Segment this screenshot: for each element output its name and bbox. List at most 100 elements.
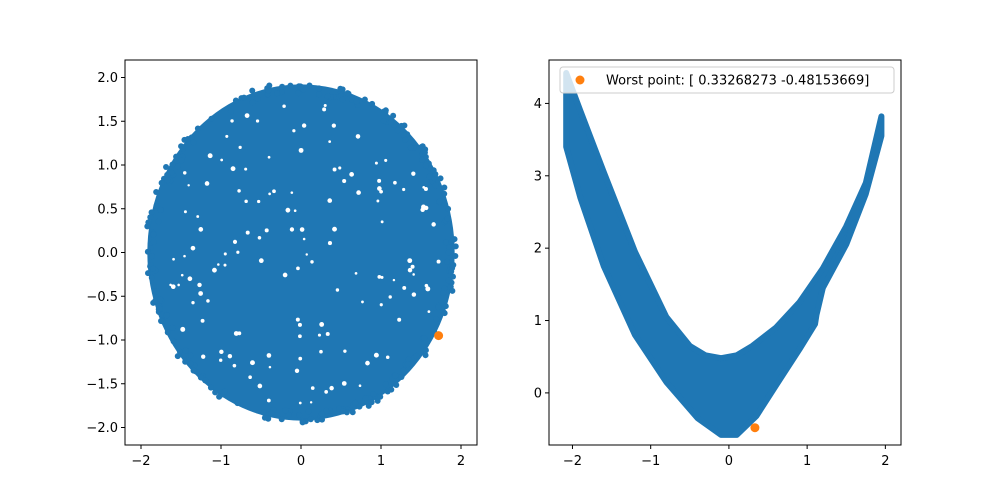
data-point xyxy=(404,361,411,368)
data-point xyxy=(442,303,449,310)
data-point xyxy=(174,353,181,360)
gap xyxy=(296,266,300,271)
data-point xyxy=(184,136,191,143)
gap xyxy=(169,283,172,287)
axes-frame xyxy=(548,59,902,446)
gap xyxy=(207,153,213,159)
data-point xyxy=(361,96,368,103)
gap xyxy=(230,119,234,123)
gap xyxy=(191,300,195,305)
data-point xyxy=(234,400,241,407)
data-point xyxy=(422,347,429,354)
data-point xyxy=(436,198,443,205)
gap xyxy=(204,181,210,186)
data-point xyxy=(169,161,176,168)
gap xyxy=(187,276,193,282)
gap xyxy=(244,199,248,204)
gap xyxy=(223,263,227,267)
gap xyxy=(436,259,441,264)
data-point xyxy=(444,215,451,222)
legend: Worst point: [ 0.33268273 -0.48153669] xyxy=(559,66,895,94)
data-point xyxy=(449,287,456,294)
gap xyxy=(310,386,315,390)
data-point xyxy=(323,407,330,414)
gap xyxy=(410,264,415,269)
gap xyxy=(285,207,291,213)
data-point xyxy=(216,393,223,400)
gap xyxy=(294,368,300,373)
data-point xyxy=(441,310,448,317)
gap xyxy=(343,349,347,353)
x-tick-label: 1 xyxy=(377,454,385,469)
data-point xyxy=(421,149,428,156)
gap xyxy=(380,220,384,224)
gap xyxy=(397,317,402,322)
data-point xyxy=(374,397,381,404)
data-point xyxy=(148,253,155,260)
data-point xyxy=(282,407,289,414)
data-point xyxy=(268,410,275,417)
gap xyxy=(230,166,236,172)
data-point xyxy=(212,389,219,396)
gap xyxy=(183,254,186,258)
gap xyxy=(180,326,186,332)
data-point xyxy=(356,403,363,410)
data-point xyxy=(440,289,447,296)
data-point xyxy=(442,239,449,246)
data-point xyxy=(400,367,407,374)
data-point xyxy=(390,112,397,119)
gap xyxy=(376,199,380,203)
data-point xyxy=(388,386,395,393)
data-point xyxy=(158,179,165,186)
data-point xyxy=(398,122,405,129)
data-point xyxy=(362,395,369,402)
gap xyxy=(402,285,407,290)
gap xyxy=(412,273,415,276)
gap xyxy=(424,205,429,211)
data-point xyxy=(437,175,444,182)
data-point xyxy=(152,297,159,304)
data-point xyxy=(208,115,215,122)
gap xyxy=(317,333,322,337)
y-tick-label: −1.5 xyxy=(86,377,118,392)
data-point xyxy=(344,90,351,97)
data-point xyxy=(178,157,185,164)
data-point xyxy=(202,377,209,384)
data-point xyxy=(144,248,151,255)
gap xyxy=(295,317,300,322)
gap xyxy=(384,158,388,162)
gap xyxy=(323,104,327,108)
y-tick-label: 0 xyxy=(534,386,542,401)
gap xyxy=(380,275,384,279)
data-point xyxy=(157,296,164,303)
worst-point xyxy=(750,423,760,433)
x-tick-label: −1 xyxy=(641,454,660,469)
y-tick-label: 1.5 xyxy=(97,115,118,130)
gap xyxy=(388,295,392,299)
gap xyxy=(200,318,205,323)
gap xyxy=(327,198,333,203)
data-point xyxy=(249,99,256,106)
gap xyxy=(379,303,383,307)
data-point xyxy=(261,414,268,421)
plot-area xyxy=(563,70,885,438)
gap xyxy=(212,267,217,273)
data-point xyxy=(278,416,285,423)
gap xyxy=(266,398,271,403)
gap xyxy=(319,349,323,354)
gap xyxy=(402,187,406,192)
gap xyxy=(183,210,187,214)
data-point xyxy=(147,214,154,221)
gap xyxy=(393,180,397,185)
gap xyxy=(322,107,327,112)
data-point xyxy=(305,408,312,415)
gap xyxy=(219,358,223,362)
data-point xyxy=(452,253,459,260)
gap xyxy=(361,300,364,304)
data-point xyxy=(296,412,303,419)
data-point xyxy=(349,409,356,416)
gap xyxy=(237,189,241,193)
data-point xyxy=(445,205,452,212)
data-point xyxy=(295,90,302,97)
data-point xyxy=(405,356,412,363)
